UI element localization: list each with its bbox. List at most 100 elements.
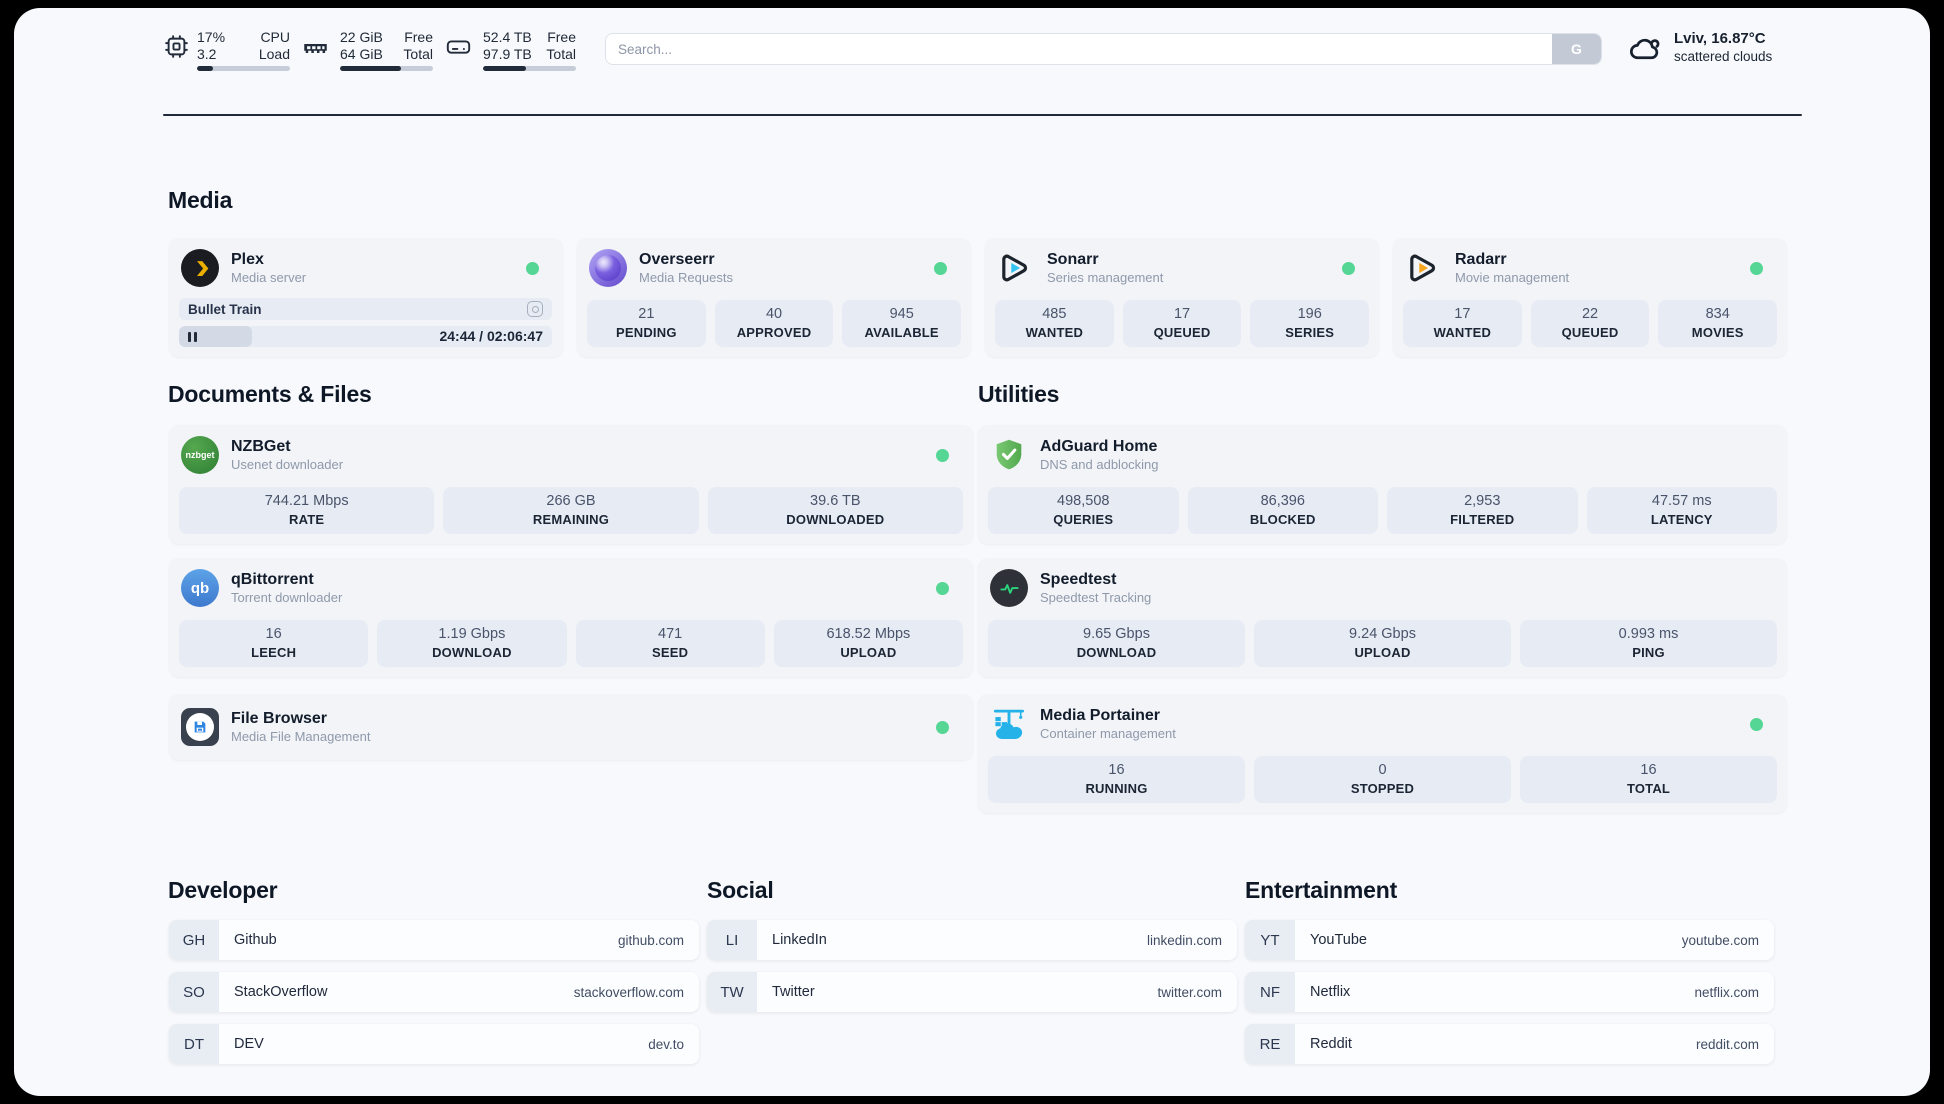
stat-series: 196 SERIES — [1250, 300, 1370, 347]
playback-time: 24:44 / 02:06:47 — [439, 328, 543, 344]
reddit-badge: RE — [1245, 1024, 1295, 1064]
bookmark-github[interactable]: GH Github github.com — [169, 920, 699, 960]
qbittorrent-icon-text: qb — [190, 579, 210, 597]
cpu-progress-fill — [197, 66, 213, 71]
radarr-card[interactable]: Radarr Movie management 17 WANTED 22 QUEUE… — [1393, 238, 1787, 357]
stat-blocked: 86,396 BLOCKED — [1187, 487, 1378, 534]
stat-queued: 17 QUEUED — [1122, 300, 1242, 347]
filebrowser-card[interactable]: File Browser Media File Management — [169, 694, 973, 760]
developer-section-title: Developer — [168, 877, 278, 903]
stat-total: 16 TOTAL — [1520, 756, 1777, 803]
bookmark-name: Github — [234, 932, 277, 948]
bookmark-url: twitter.com — [1157, 984, 1222, 1000]
ram-icon — [302, 35, 329, 67]
stats-row: 16 LEECH 1.19 Gbps DOWNLOAD 471 SEED 618.52… — [179, 620, 963, 667]
stat-wanted: 485 WANTED — [995, 300, 1114, 347]
dashboard-page: 17% CPU 3.2 Load 22 GiB Free 64 GiB Total 52… — [14, 8, 1930, 1096]
ram-progress-track — [340, 66, 433, 71]
bookmark-stackoverflow[interactable]: SO StackOverflow stackoverflow.com — [169, 972, 699, 1012]
bookmark-youtube[interactable]: YT YouTube youtube.com — [1245, 920, 1774, 960]
disk-label-1: Free — [547, 29, 576, 45]
adguard-icon — [990, 436, 1028, 474]
app-subtitle: Speedtest Tracking — [1040, 590, 1152, 605]
bookmark-twitter[interactable]: TW Twitter twitter.com — [707, 972, 1237, 1012]
qbittorrent-card[interactable]: qb qBittorrent Torrent downloader 16 LEEC… — [169, 558, 973, 677]
adguard-card[interactable]: AdGuard Home DNS and adblocking 498,508 Q… — [978, 425, 1787, 544]
github-badge: GH — [169, 920, 219, 960]
stat-leech: 16 LEECH — [179, 620, 369, 667]
linkedin-badge: LI — [707, 920, 757, 960]
sonarr-icon — [997, 249, 1035, 287]
speedtest-card[interactable]: Speedtest Speedtest Tracking 9.65 Gbps DO… — [978, 558, 1787, 677]
status-dot — [526, 261, 539, 275]
session-icon — [527, 301, 543, 317]
speedtest-icon — [990, 569, 1028, 607]
weather-location-temp: Lviv, 16.87°C — [1674, 30, 1766, 47]
stats-row: 17 WANTED 22 QUEUED 834 MOVIES — [1403, 300, 1778, 347]
app-title: Sonarr — [1047, 251, 1099, 268]
status-dot — [936, 448, 949, 462]
app-titles: Speedtest Speedtest Tracking — [1040, 570, 1151, 606]
portainer-card[interactable]: Media Portainer Container management 16 R… — [978, 694, 1787, 813]
search-engine-button[interactable]: G — [1552, 34, 1601, 64]
bookmark-name: Twitter — [772, 984, 815, 1000]
social-section-title: Social — [707, 877, 774, 903]
stat-ping: 0.993 ms PING — [1520, 620, 1777, 667]
bookmark-netflix[interactable]: NF Netflix netflix.com — [1245, 972, 1774, 1012]
playback-elapsed-fill — [179, 326, 252, 347]
bookmark-name: YouTube — [1310, 932, 1367, 948]
media-section-title: Media — [168, 187, 233, 213]
bookmark-url: youtube.com — [1681, 932, 1759, 948]
stat-download: 1.19 Gbps DOWNLOAD — [377, 620, 567, 667]
search-input[interactable] — [606, 34, 1541, 64]
app-title: AdGuard Home — [1040, 438, 1158, 455]
status-dot — [1750, 717, 1763, 731]
stats-row: 485 WANTED 17 QUEUED 196 SERIES — [995, 300, 1370, 347]
bookmark-reddit[interactable]: RE Reddit reddit.com — [1245, 1024, 1774, 1064]
bookmark-url: linkedin.com — [1146, 932, 1222, 948]
bookmark-url: netflix.com — [1694, 984, 1759, 1000]
portainer-icon — [990, 705, 1028, 743]
app-titles: Sonarr Series management — [1047, 250, 1163, 286]
dev-badge: DT — [169, 1024, 219, 1064]
bookmark-name: LinkedIn — [772, 932, 827, 948]
sonarr-card[interactable]: Sonarr Series management 485 WANTED 17 QUE… — [985, 238, 1379, 357]
ram-label-1: Free — [404, 29, 433, 45]
app-title: Media Portainer — [1040, 707, 1161, 724]
stat-queries: 498,508 QUERIES — [988, 487, 1179, 534]
cpu-label-2: Load — [258, 45, 290, 62]
stackoverflow-badge: SO — [169, 972, 219, 1012]
overseerr-card[interactable]: Overseerr Media Requests 21 PENDING 40 APP… — [577, 238, 971, 357]
plex-playback-progress[interactable]: 24:44 / 02:06:47 — [179, 326, 552, 347]
now-playing-title: Bullet Train — [188, 301, 262, 317]
cpu-percent: 17% — [197, 29, 226, 45]
bookmark-url: dev.to — [648, 1036, 684, 1052]
stats-row: 744.21 Mbps RATE 266 GB REMAINING 39.6 TB D… — [179, 487, 963, 534]
qbittorrent-icon: qb — [181, 569, 219, 607]
radarr-icon — [1405, 249, 1443, 287]
bookmark-dev[interactable]: DT DEV dev.to — [169, 1024, 699, 1064]
status-dot — [1750, 261, 1763, 275]
stats-row: 16 RUNNING 0 STOPPED 16 TOTAL — [988, 756, 1777, 803]
nzbget-icon-text: nzbget — [185, 450, 215, 460]
bookmark-name: Reddit — [1310, 1036, 1352, 1052]
stat-stopped: 0 STOPPED — [1254, 756, 1511, 803]
plex-card[interactable]: Plex Media server Bullet Train 24:44 / 0… — [169, 238, 563, 357]
stat-downloaded: 39.6 TB DOWNLOADED — [707, 487, 963, 534]
bookmark-url: github.com — [617, 932, 684, 948]
stat-movies: 834 MOVIES — [1658, 300, 1778, 347]
app-subtitle: Media server — [231, 270, 307, 285]
bookmark-linkedin[interactable]: LI LinkedIn linkedin.com — [707, 920, 1237, 960]
stat-latency: 47.57 ms LATENCY — [1586, 487, 1777, 534]
status-dot — [1342, 261, 1355, 275]
status-dot — [934, 261, 947, 275]
app-subtitle: DNS and adblocking — [1040, 457, 1159, 472]
overseerr-icon — [589, 249, 627, 287]
disk-progress-track — [483, 66, 576, 71]
app-titles: Overseerr Media Requests — [639, 250, 733, 286]
app-titles: AdGuard Home DNS and adblocking — [1040, 437, 1159, 473]
nzbget-card[interactable]: nzbget NZBGet Usenet downloader 744.21 M… — [169, 425, 973, 544]
cpu-load: 3.2 — [197, 45, 217, 62]
cpu-label-1: CPU — [260, 29, 290, 45]
plex-now-playing-row[interactable]: Bullet Train — [179, 298, 552, 320]
